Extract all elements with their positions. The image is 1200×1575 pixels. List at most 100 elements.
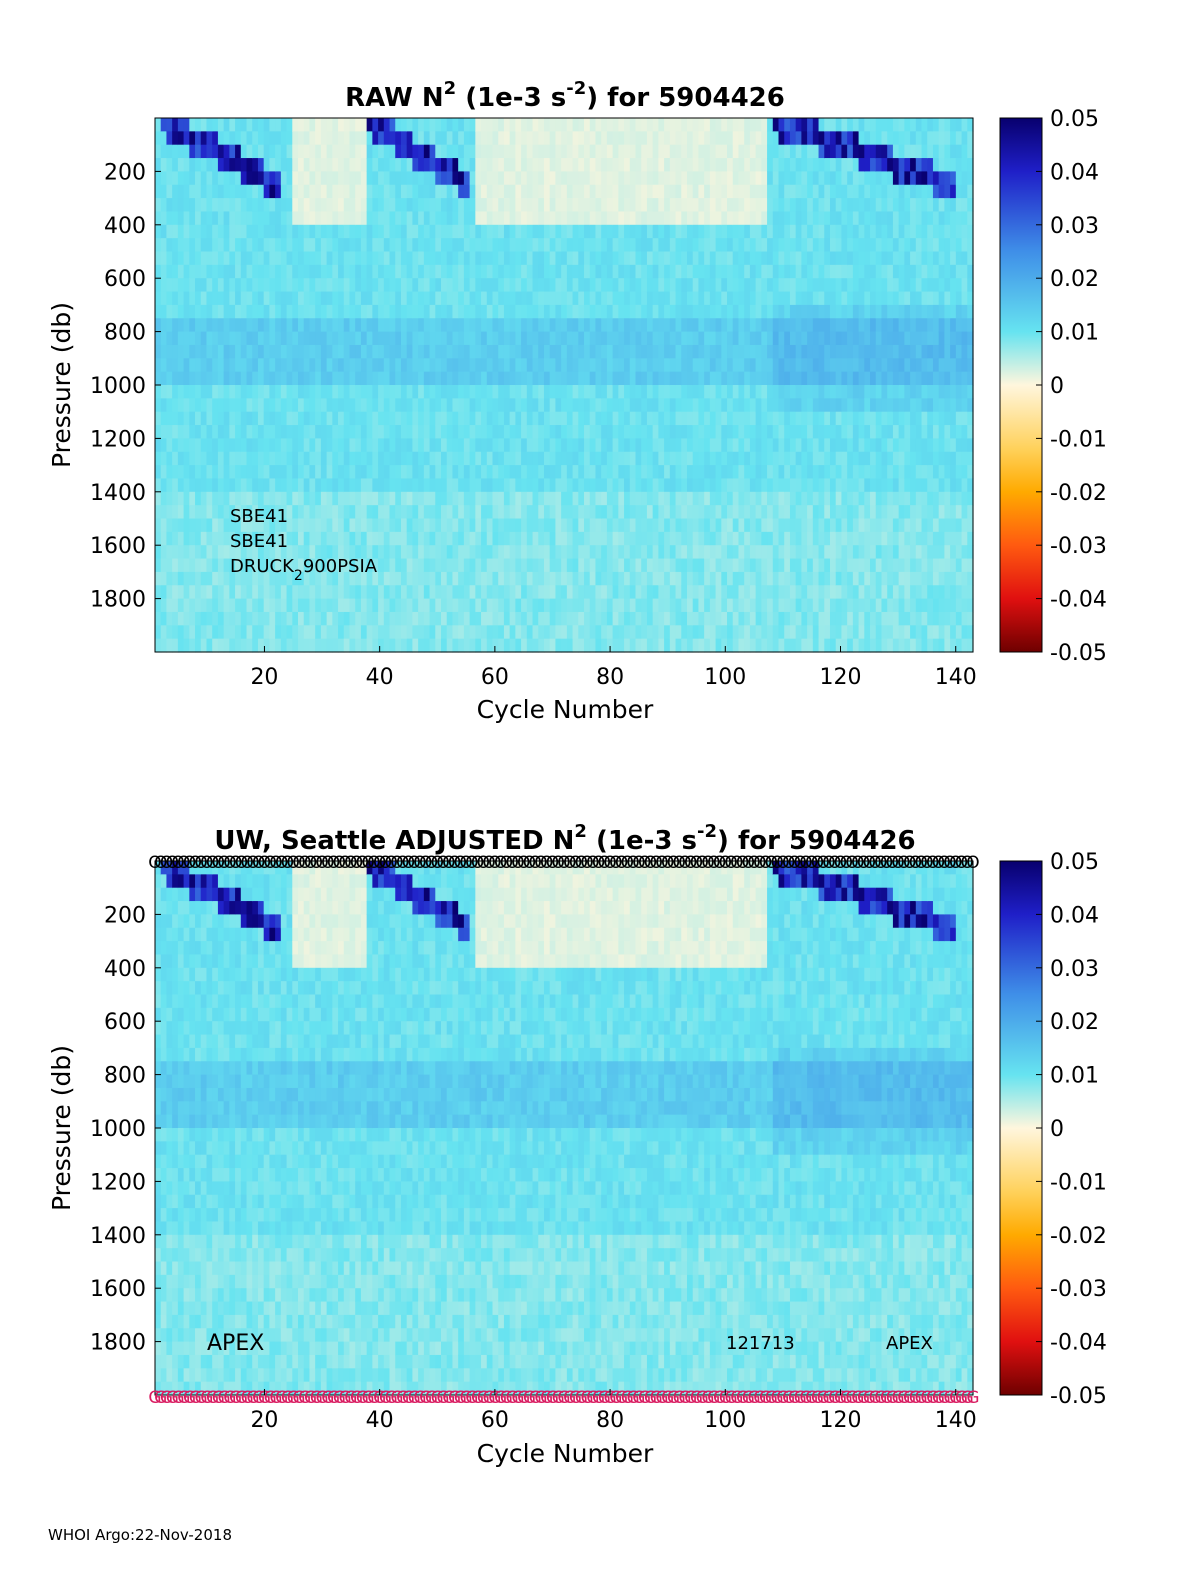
heatmap-cell bbox=[435, 385, 442, 399]
heatmap-cell bbox=[486, 238, 494, 253]
heatmap-cell bbox=[280, 451, 288, 466]
heatmap-cell bbox=[738, 251, 745, 266]
heatmap-cell bbox=[635, 171, 642, 186]
heatmap-cell bbox=[761, 158, 768, 172]
heatmap-cell bbox=[686, 505, 694, 520]
heatmap-cell bbox=[309, 358, 316, 373]
heatmap-cell bbox=[715, 611, 722, 626]
heatmap-cell bbox=[664, 224, 671, 239]
heatmap-cell bbox=[824, 451, 831, 466]
heatmap-cell bbox=[172, 585, 179, 600]
heatmap-cell bbox=[601, 598, 608, 613]
heatmap-cell bbox=[852, 238, 860, 253]
heatmap-cell bbox=[715, 545, 722, 560]
heatmap-cell bbox=[338, 598, 345, 613]
heatmap-cell bbox=[646, 585, 654, 600]
heatmap-cell bbox=[761, 598, 768, 613]
heatmap-cell bbox=[498, 171, 505, 186]
heatmap-cell bbox=[584, 238, 591, 253]
heatmap-cell bbox=[807, 518, 814, 533]
heatmap-cell bbox=[166, 598, 173, 613]
heatmap-cell bbox=[749, 224, 757, 239]
heatmap-cell bbox=[635, 251, 642, 266]
heatmap-cell bbox=[446, 478, 454, 493]
heatmap-cell bbox=[829, 545, 837, 560]
heatmap-cell bbox=[664, 411, 671, 426]
heatmap-cell bbox=[835, 411, 843, 426]
heatmap-cell bbox=[767, 144, 774, 159]
heatmap-cell bbox=[383, 264, 391, 279]
heatmap-cell bbox=[841, 478, 848, 493]
heatmap-cell bbox=[669, 491, 677, 506]
heatmap-cell bbox=[263, 144, 271, 159]
heatmap-cell bbox=[298, 238, 305, 253]
heatmap-cell bbox=[561, 638, 568, 653]
heatmap-cell bbox=[749, 638, 757, 653]
heatmap-cell bbox=[858, 598, 865, 613]
heatmap-cell bbox=[635, 198, 642, 213]
heatmap-cell bbox=[715, 198, 722, 213]
heatmap-cell bbox=[320, 278, 328, 293]
heatmap-cell bbox=[858, 531, 865, 546]
heatmap-cell bbox=[435, 491, 442, 506]
heatmap-cell bbox=[429, 291, 436, 306]
heatmap-cell bbox=[561, 398, 568, 413]
heatmap-cell bbox=[463, 358, 471, 373]
heatmap-cell bbox=[320, 518, 328, 533]
heatmap-cell bbox=[360, 585, 368, 600]
heatmap-cell bbox=[686, 198, 694, 213]
heatmap-cell bbox=[789, 224, 797, 239]
heatmap-cell bbox=[646, 625, 654, 640]
heatmap-cell bbox=[692, 385, 700, 399]
heatmap-cell bbox=[160, 251, 168, 266]
heatmap-cell bbox=[629, 571, 637, 586]
heatmap-cell bbox=[761, 331, 768, 346]
heatmap-cell bbox=[503, 585, 511, 600]
heatmap-cell bbox=[155, 425, 162, 439]
heatmap-cell bbox=[704, 398, 711, 413]
heatmap-cell bbox=[383, 625, 391, 640]
heatmap-cell bbox=[824, 198, 831, 213]
heatmap-cell bbox=[778, 438, 785, 453]
heatmap-cell bbox=[240, 331, 248, 346]
heatmap-cell bbox=[801, 358, 808, 373]
heatmap-cell bbox=[641, 171, 648, 186]
heatmap-cell bbox=[418, 131, 425, 146]
heatmap-cell bbox=[389, 638, 396, 653]
heatmap-cell bbox=[366, 398, 373, 413]
heatmap-cell bbox=[503, 358, 511, 373]
heatmap-cell bbox=[378, 238, 385, 253]
heatmap-cell bbox=[309, 451, 316, 466]
heatmap-cell bbox=[852, 438, 860, 453]
heatmap-cell bbox=[200, 331, 208, 346]
heatmap-cell bbox=[601, 611, 608, 626]
heatmap-cell bbox=[727, 251, 734, 266]
heatmap-cell bbox=[366, 144, 373, 159]
heatmap-cell bbox=[606, 344, 614, 359]
heatmap-cell bbox=[801, 411, 808, 426]
heatmap-cell bbox=[372, 171, 379, 186]
heatmap-cell bbox=[732, 558, 740, 573]
heatmap-cell bbox=[217, 278, 225, 293]
heatmap-cell bbox=[732, 278, 740, 293]
heatmap-cell bbox=[235, 385, 242, 399]
heatmap-cell bbox=[298, 198, 305, 213]
heatmap-cell bbox=[606, 211, 614, 226]
heatmap-cell bbox=[652, 478, 659, 493]
heatmap-cell bbox=[624, 585, 631, 600]
heatmap-cell bbox=[200, 278, 208, 293]
heatmap-cell bbox=[269, 184, 276, 199]
heatmap-cell bbox=[744, 571, 751, 586]
heatmap-cell bbox=[309, 531, 316, 546]
heatmap-cell bbox=[360, 304, 368, 319]
heatmap-cell bbox=[435, 518, 442, 533]
heatmap-cell bbox=[555, 331, 562, 346]
heatmap-cell bbox=[475, 171, 482, 186]
heatmap-cell bbox=[686, 611, 694, 626]
heatmap-cell bbox=[847, 425, 854, 439]
heatmap-cell bbox=[721, 238, 728, 253]
heatmap-cell bbox=[183, 585, 190, 600]
heatmap-cell bbox=[166, 251, 173, 266]
heatmap-cell bbox=[366, 411, 373, 426]
heatmap-cell bbox=[807, 558, 814, 573]
